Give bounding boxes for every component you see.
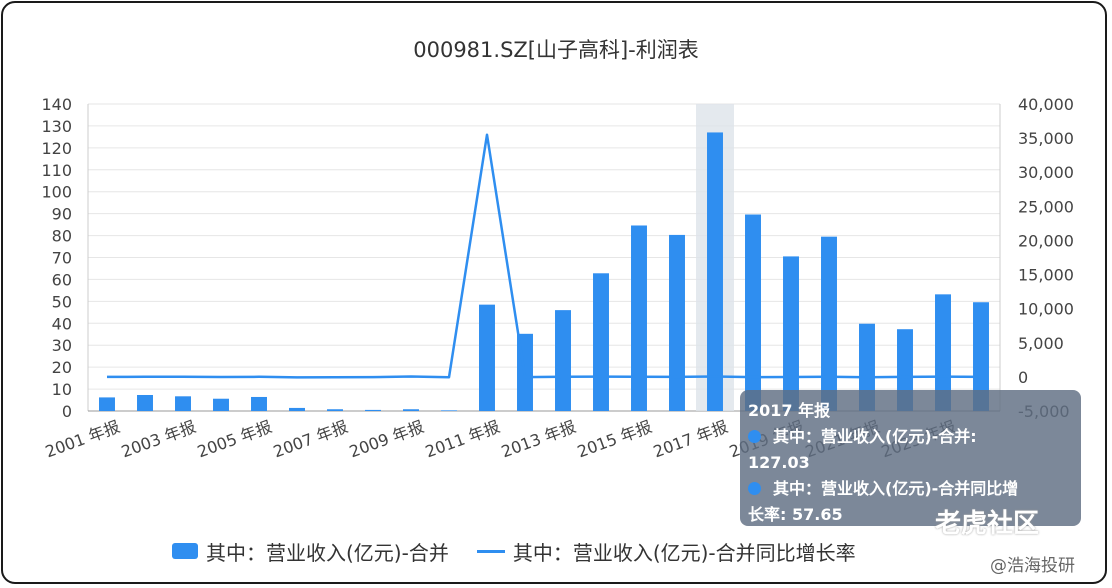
legend-line-swatch [476,549,505,553]
bar[interactable] [441,410,457,411]
y-left-tick-label: 140 [41,95,72,114]
bar-series [99,132,989,412]
y-left-tick-label: 20 [52,358,72,377]
bar[interactable] [99,397,115,411]
x-tick-label: 2003 年报 [119,417,199,461]
legend-item-growth[interactable]: 其中：营业收入(亿元)-合并同比增长率 [476,537,856,566]
y-left-tick-label: 80 [52,227,72,246]
y-left-tick-label: 60 [52,270,72,289]
bar[interactable] [707,132,723,412]
bar[interactable] [973,302,989,411]
bar[interactable] [365,409,381,411]
bar[interactable] [213,398,229,411]
y-axis-left: 0 10 20 30 40 50 60 70 80 90 100 110 120 130 140 [41,95,72,421]
bar[interactable] [631,225,647,411]
bar[interactable] [593,273,609,411]
x-tick-label: 2009 年报 [347,417,427,461]
legend-label-revenue: 其中：营业收入(亿元)-合并 [206,540,449,565]
legend: 其中：营业收入(亿元)-合并 其中：营业收入(亿元)-合并同比增长率 [172,534,884,568]
x-tick-label: 2015 年报 [575,417,655,461]
x-tick-label: 2011 年报 [423,417,503,461]
y-left-tick-label: 130 [41,117,72,136]
bar[interactable] [137,394,153,411]
x-tick-label: 2007 年报 [271,417,351,461]
y-right-tick-label: 5,000 [1018,334,1064,353]
bar[interactable] [555,310,571,411]
tooltip-row-revenue: 其中：营业收入(亿元)-合并: [748,424,1073,450]
tooltip: 2017 年报 其中：营业收入(亿元)-合并: 127.03 其中：营业收入(亿… [740,390,1081,526]
watermark-author: @浩海投研 [990,556,1075,576]
tooltip-row1-label: 其中：营业收入(亿元)-合并: [773,427,977,446]
chart-title: 000981.SZ[山子高科]-利润表 [413,38,699,62]
y-left-tick-label: 0 [62,402,72,421]
y-right-tick-label: 40,000 [1018,95,1074,114]
bar[interactable] [251,396,267,411]
y-right-tick-label: 15,000 [1018,266,1074,285]
y-left-tick-label: 100 [41,183,72,202]
bar[interactable] [289,407,305,411]
bar[interactable] [935,294,951,411]
bar[interactable] [403,409,419,411]
y-right-tick-label: 20,000 [1018,231,1074,250]
growth-line[interactable] [106,133,982,379]
x-tick-label: 2005 年报 [195,417,275,461]
y-left-tick-label: 70 [52,249,72,268]
tooltip-row2-value: 长率: 57.65 [748,505,843,524]
bar[interactable] [821,236,837,411]
y-right-tick-label: 30,000 [1018,163,1074,182]
bar[interactable] [479,304,495,411]
x-tick-label: 2001 年报 [43,417,123,461]
y-left-tick-label: 110 [41,161,72,180]
y-right-tick-label: 35,000 [1018,129,1074,148]
y-left-tick-label: 50 [52,292,72,311]
y-axis-right: -5,00005,00010,00015,00020,00025,00030,0… [1018,95,1074,421]
bar[interactable] [745,214,761,411]
bar[interactable] [327,409,343,411]
y-left-tick-label: 120 [41,139,72,158]
bar[interactable] [175,396,191,411]
legend-bar-swatch [172,543,198,559]
bar[interactable] [783,256,799,411]
legend-item-revenue[interactable]: 其中：营业收入(亿元)-合并 [172,537,449,566]
tooltip-row2-label: 其中：营业收入(亿元)-合并同比增 [773,479,1019,498]
line-series [106,133,982,379]
bar[interactable] [669,234,685,411]
grid-lines [87,103,1001,412]
series-dot-icon [748,430,761,443]
x-tick-label: 2013 年报 [499,417,579,461]
tooltip-row1-value: 127.03 [748,453,810,472]
y-left-tick-label: 90 [52,205,72,224]
tooltip-title: 2017 年报 [748,401,831,420]
bar[interactable] [859,323,875,411]
y-right-tick-label: 0 [1018,368,1028,387]
y-left-tick-label: 10 [52,380,72,399]
y-right-tick-label: 10,000 [1018,300,1074,319]
x-tick-label: 2017 年报 [651,417,731,461]
watermark-brand: 老虎社区 [935,509,1040,539]
y-left-tick-label: 30 [52,336,72,355]
y-right-tick-label: 25,000 [1018,197,1074,216]
series-dot-icon [748,482,761,495]
legend-label-growth: 其中：营业收入(亿元)-合并同比增长率 [512,540,856,565]
tooltip-row-growth: 其中：营业收入(亿元)-合并同比增 [748,476,1073,502]
y-left-tick-label: 40 [52,314,72,333]
